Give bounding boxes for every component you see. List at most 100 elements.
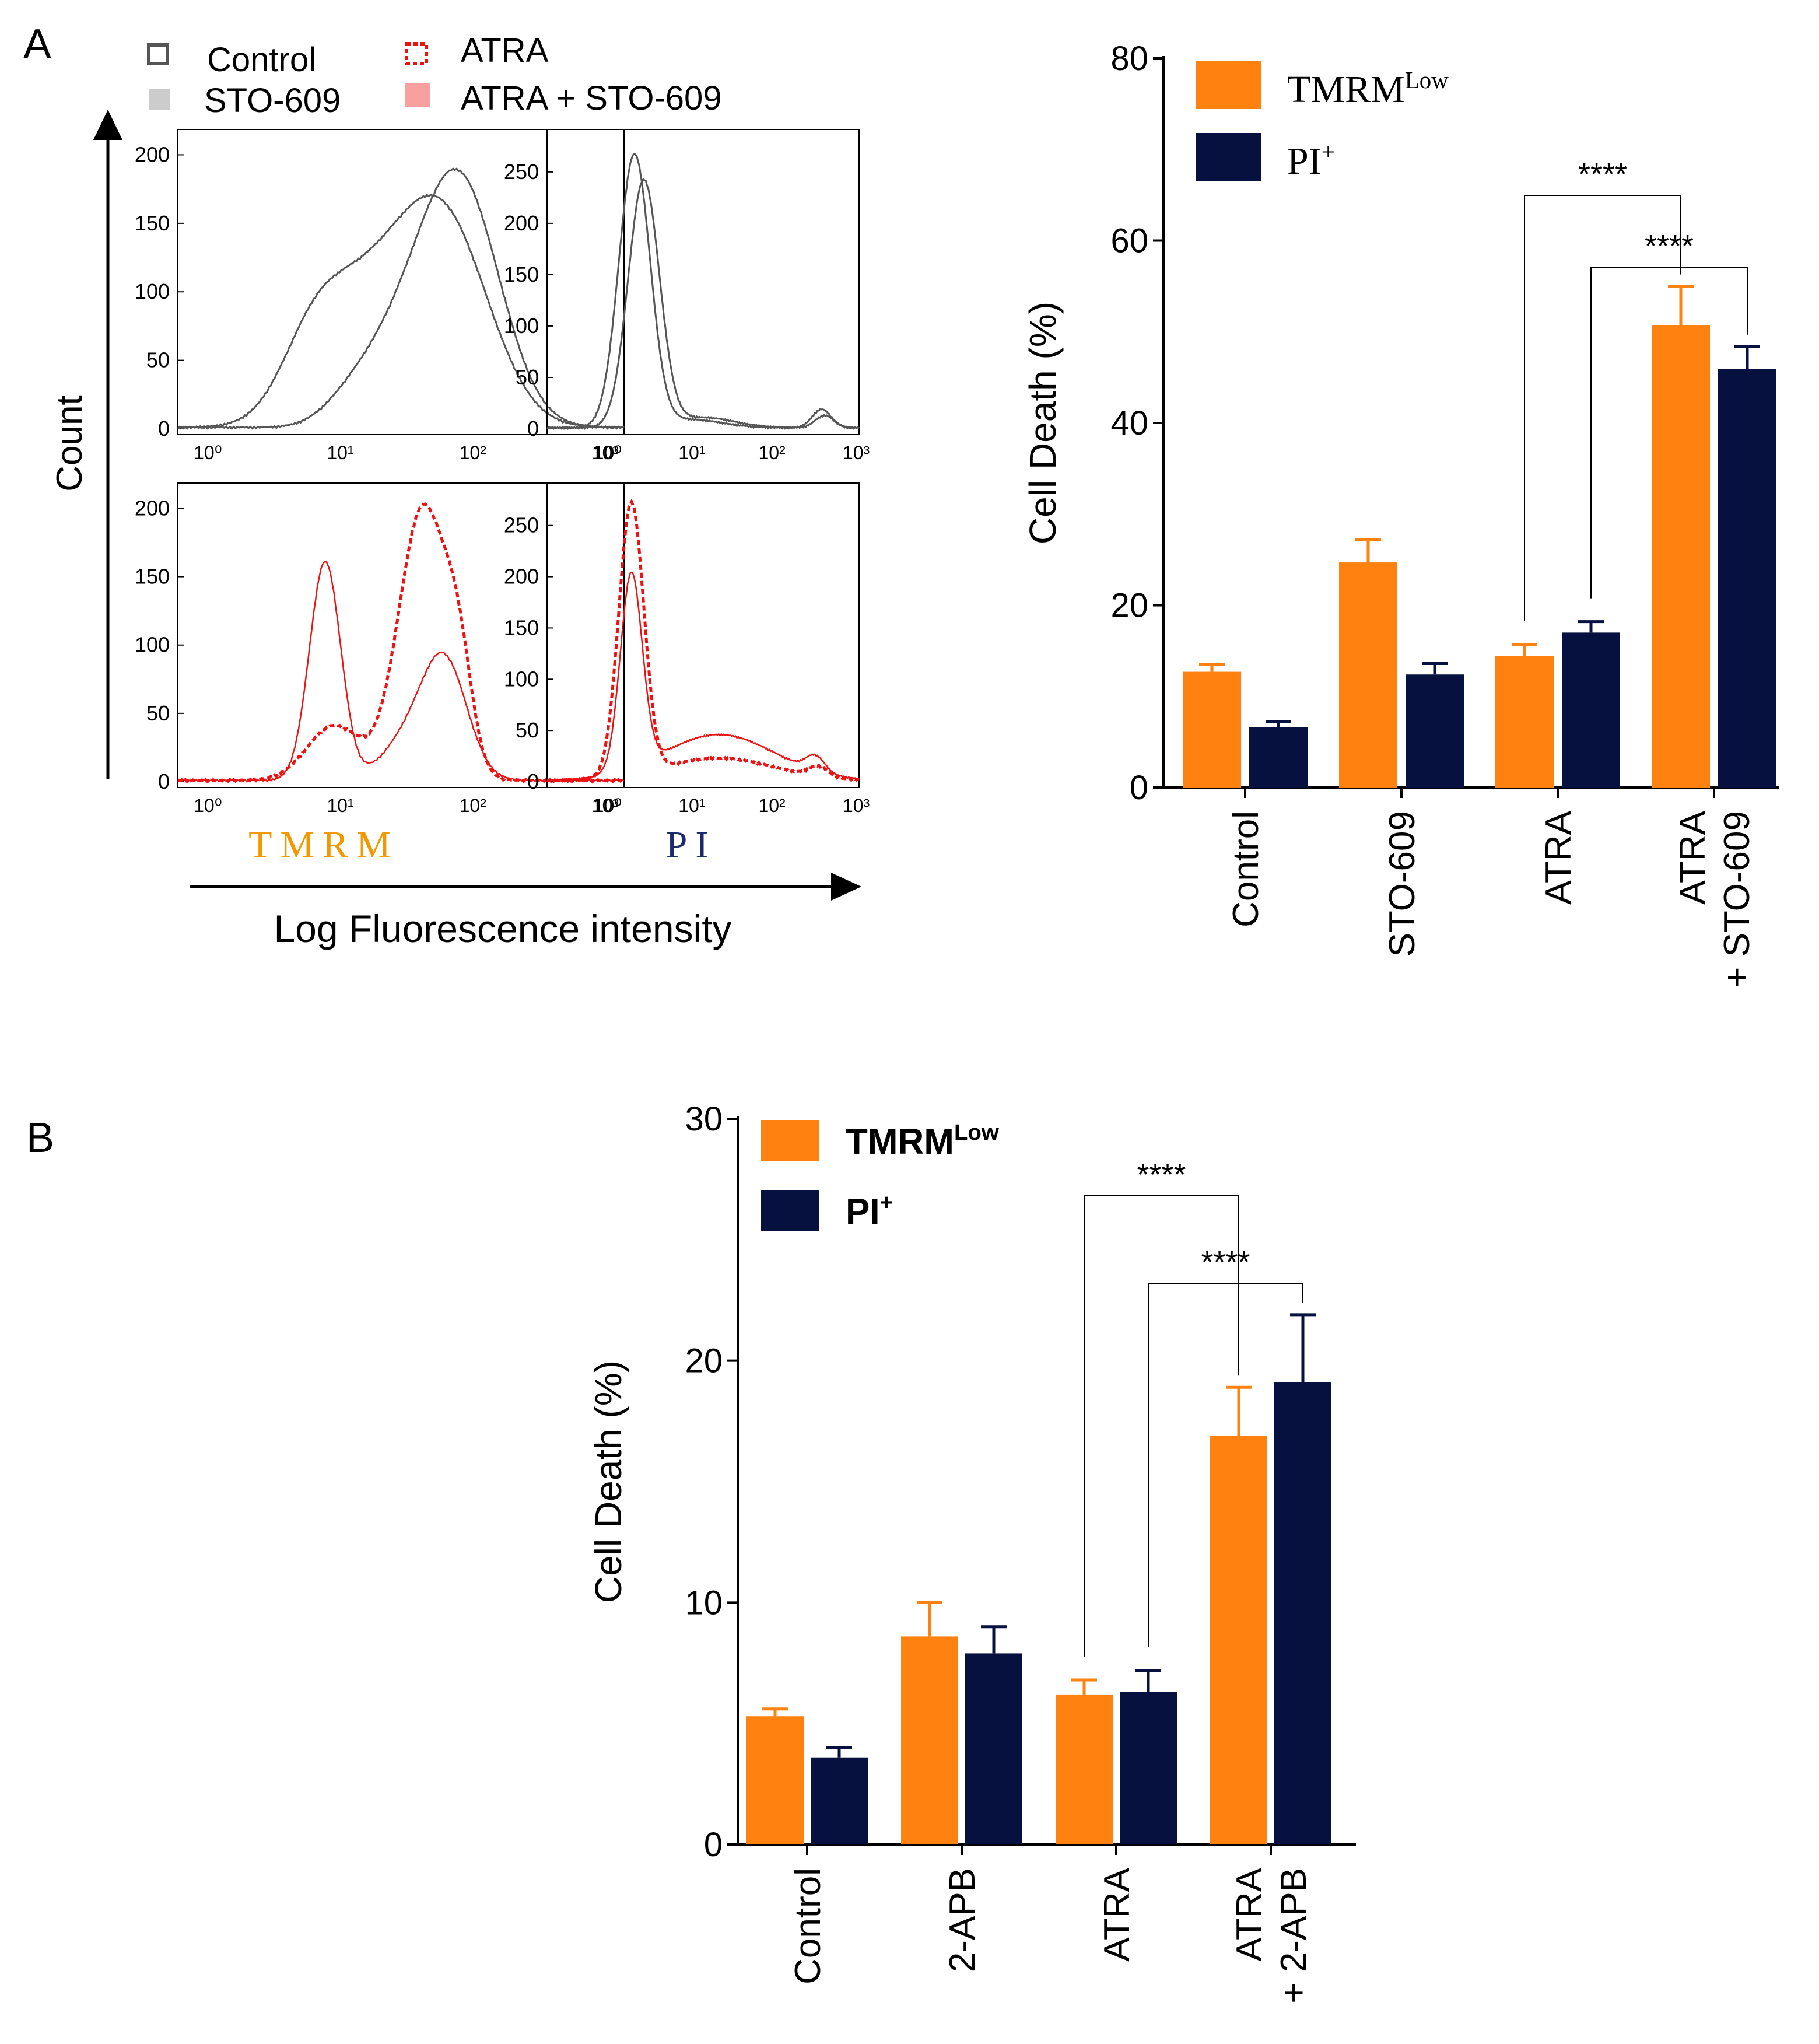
- legend-label-control: Control: [207, 41, 316, 79]
- y-tick-label: 40: [1110, 404, 1148, 442]
- hist-tmrm-bottom: 0 50 100 150 200 10⁰ 10¹ 10² 10³: [135, 482, 625, 816]
- legend-swatch-tmrm-low: [761, 1120, 819, 1161]
- y-tick-label: 50: [516, 718, 539, 742]
- bar-tmrm-low-2: [1339, 562, 1397, 788]
- y-tick-label: 150: [504, 615, 539, 639]
- hist-pi-top-curve-1: [546, 152, 860, 430]
- legend-superscript: Low: [954, 1120, 999, 1145]
- y-tick-label: 80: [1110, 40, 1148, 78]
- x-tick-label: 10⁰: [194, 442, 222, 463]
- legend-label-pi-positive: PI+: [846, 1190, 893, 1232]
- y-tick-label: 0: [158, 416, 170, 440]
- fluorescence-axis-label: Log Fluorescence intensity: [274, 907, 731, 950]
- x-tick-label: 10²: [460, 442, 487, 463]
- hist-tmrm-bottom-frame: [177, 482, 625, 788]
- legend-label-atra-sto609: ATRA + STO-609: [461, 79, 722, 117]
- significance-label: ****: [1578, 157, 1627, 192]
- x-tick-label: 10¹: [327, 795, 353, 816]
- significance-bracket: [1524, 195, 1681, 621]
- chart-legend: TMRMLow PI+: [1196, 61, 1449, 183]
- chart-legend: TMRMLow PI+: [761, 1120, 999, 1232]
- hist-pi-top-frame: [546, 129, 860, 435]
- bar-pi-positive-3: [1120, 1692, 1177, 1845]
- legend-swatch-pi-positive: [1196, 133, 1261, 181]
- hist-pi-top: 0 50 100 150 200 250 10⁰ 10¹ 10² 10³: [504, 129, 870, 463]
- x-category-label: Control: [788, 1868, 828, 1985]
- histogram-grid: 0 50 100 150 200 10⁰ 10¹ 10² 10³ 0 50 100 150 200 250 1…: [135, 129, 870, 816]
- legend-swatch-pi-positive: [761, 1190, 819, 1231]
- hist-pi-bottom-curve-2: [546, 498, 860, 783]
- bar-pi-positive-4: [1274, 1382, 1331, 1845]
- legend-swatch-tmrm-low: [1196, 61, 1261, 109]
- x-tick-label: 10¹: [327, 442, 353, 463]
- y-tick-label: 100: [504, 667, 539, 691]
- x-category-label: ATRA: [1229, 1867, 1270, 1961]
- legend-swatch-atra-sto609: [405, 83, 430, 107]
- hist-pi-bottom: 0 50 100 150 200 250 10⁰ 10¹ 10² 10³: [504, 482, 870, 816]
- legend-base-text: PI: [846, 1192, 880, 1232]
- significance-label: ****: [1645, 229, 1694, 264]
- pi-channel-label: PI: [666, 824, 717, 866]
- y-tick-label: 30: [685, 1100, 723, 1138]
- bar-pi-positive-2: [1406, 674, 1464, 788]
- y-axis-title: Cell Death (%): [587, 1360, 629, 1603]
- significance-bracket: [1148, 1283, 1303, 1647]
- y-tick-label: 60: [1110, 222, 1148, 260]
- bar-pi-positive-4: [1718, 369, 1776, 788]
- fluorescence-axis-arrowhead: [831, 873, 861, 901]
- legend-superscript: +: [880, 1190, 893, 1215]
- panel-b-label: B: [26, 1115, 54, 1161]
- legend-base-text: TMRM: [1287, 68, 1405, 111]
- y-tick-label: 100: [135, 279, 170, 303]
- hist-tmrm-top-curve-2: [177, 167, 625, 430]
- legend-superscript: +: [1322, 139, 1335, 165]
- legend-label-tmrm-low: TMRMLow: [846, 1120, 999, 1162]
- bar-tmrm-low-2: [901, 1636, 958, 1845]
- x-category-label: ATRA: [1673, 810, 1713, 904]
- y-tick-label: 250: [504, 160, 539, 184]
- x-tick-label: 10²: [758, 795, 786, 816]
- x-category-label: STO-609: [1382, 811, 1422, 957]
- y-tick-label: 200: [135, 142, 170, 166]
- count-axis-label: Count: [50, 395, 90, 491]
- x-category-label: ATRA: [1097, 1867, 1137, 1961]
- legend-label-tmrm-low: TMRMLow: [1287, 67, 1449, 111]
- bar-tmrm-low-3: [1495, 656, 1554, 788]
- hist-pi-bottom-curve-1: [546, 571, 860, 782]
- y-tick-label: 50: [146, 701, 170, 725]
- y-tick-label: 100: [504, 314, 539, 338]
- legend-base-text: TMRM: [846, 1122, 954, 1162]
- y-tick-label: 150: [135, 211, 170, 235]
- bar-tmrm-low-3: [1056, 1694, 1113, 1845]
- legend-swatch-atra: [405, 42, 428, 65]
- y-tick-label: 0: [1130, 769, 1148, 807]
- legend-base-text: PI: [1287, 140, 1322, 183]
- significance-label: ****: [1201, 1245, 1250, 1280]
- bar-pi-positive-1: [1249, 727, 1308, 788]
- x-category-label: Control: [1226, 811, 1266, 928]
- legend-swatch-control: [147, 43, 169, 65]
- hist-tmrm-top-curve-1: [177, 193, 625, 430]
- y-tick-label: 200: [135, 496, 170, 520]
- bar-pi-positive-1: [811, 1757, 868, 1845]
- x-tick-label: 10³: [592, 442, 619, 463]
- hist-pi-bottom-frame: [546, 482, 860, 788]
- y-tick-label: 200: [504, 211, 539, 235]
- x-tick-label: 10⁰: [194, 795, 222, 816]
- y-tick-label: 250: [504, 513, 539, 537]
- bar-tmrm-low-1: [746, 1716, 804, 1845]
- y-tick-label: 0: [527, 416, 539, 440]
- y-tick-label: 0: [527, 769, 539, 793]
- x-tick-label: 10²: [758, 442, 786, 463]
- count-axis-arrowhead: [93, 110, 122, 140]
- hist-pi-top-curve-2: [546, 178, 860, 430]
- significance-label: ****: [1137, 1157, 1186, 1192]
- x-tick-label: 10²: [460, 795, 487, 816]
- legend-superscript: Low: [1405, 67, 1449, 93]
- y-tick-label: 50: [146, 348, 170, 372]
- y-tick-label: 100: [135, 633, 170, 657]
- hist-tmrm-top-frame: [177, 129, 625, 435]
- bar-pi-positive-2: [965, 1653, 1022, 1845]
- y-tick-label: 50: [516, 365, 539, 389]
- panel-a-label: A: [23, 21, 51, 68]
